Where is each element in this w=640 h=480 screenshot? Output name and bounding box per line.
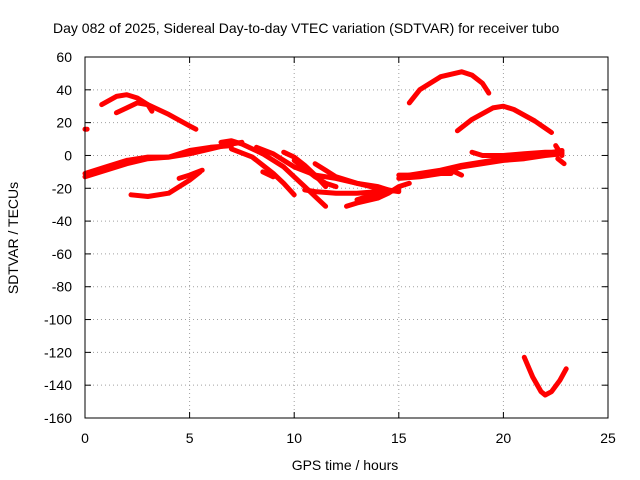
data-series	[82, 69, 569, 398]
series-trk16	[344, 180, 412, 209]
series-trk17	[354, 187, 402, 203]
axis-ticks: 0 5 10 15 20 25 60 40 20 0 -20 -40 -60 -80 -100 -120 -14…	[44, 49, 616, 446]
series-trk02	[82, 143, 234, 176]
y-axis-label: SDTVAR / TECUs	[5, 182, 21, 294]
series-trk27	[521, 354, 569, 398]
series-trk21	[438, 151, 565, 175]
series-trk14	[302, 187, 381, 196]
series-trk15	[312, 161, 402, 195]
series-trk26	[454, 103, 554, 135]
series-trk07	[176, 167, 205, 181]
series-trk06	[128, 169, 203, 199]
series-trk24	[555, 156, 567, 167]
plot-frame	[84, 56, 609, 419]
grid-lines	[85, 57, 608, 418]
series-trk13	[291, 157, 339, 190]
y-tick-label-7: -80	[52, 279, 72, 295]
y-tick-label-3: 0	[64, 147, 72, 163]
series-trk25	[406, 69, 492, 106]
x-tick-label-4: 20	[496, 430, 512, 446]
y-tick-label-0: 60	[56, 49, 72, 65]
series-trk04	[113, 100, 199, 132]
x-tick-label-2: 10	[286, 430, 302, 446]
series-trk22	[469, 149, 565, 158]
series-trk09	[228, 146, 297, 198]
y-tick-label-10: -140	[44, 377, 72, 393]
x-tick-label-5: 25	[600, 430, 616, 446]
x-axis-label: GPS time / hours	[292, 457, 399, 473]
y-tick-label-9: -120	[44, 344, 72, 360]
series-trk11	[260, 169, 276, 180]
series-trk23	[553, 143, 565, 158]
chart-title: Day 082 of 2025, Sidereal Day-to-day VTE…	[53, 20, 560, 36]
x-tick-label-0: 0	[81, 430, 89, 446]
y-tick-label-5: -40	[52, 213, 72, 229]
x-tick-label-1: 5	[186, 430, 194, 446]
y-tick-label-8: -100	[44, 312, 72, 328]
y-tick-label-4: -20	[52, 180, 72, 196]
x-tick-label-3: 15	[391, 430, 407, 446]
y-tick-label-6: -60	[52, 246, 72, 262]
y-tick-label-11: -160	[44, 410, 72, 426]
y-tick-label-1: 40	[56, 82, 72, 98]
y-tick-label-2: 20	[56, 115, 72, 131]
